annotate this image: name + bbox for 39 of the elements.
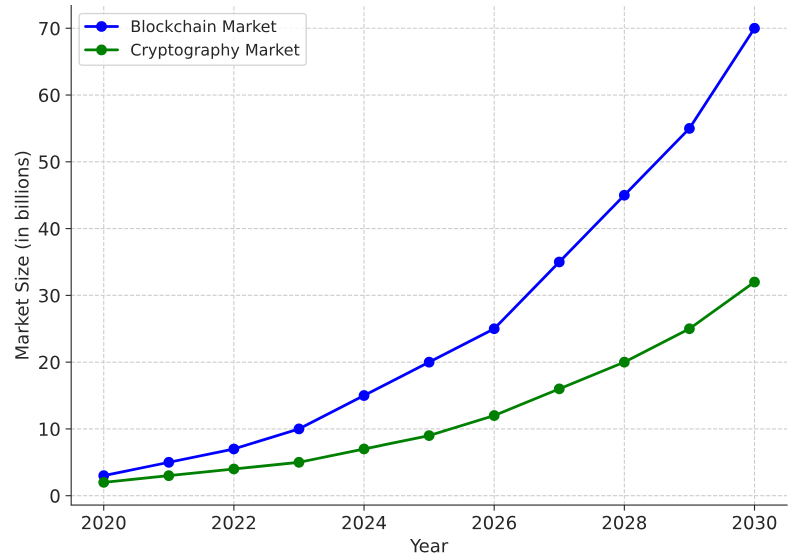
point	[424, 430, 434, 441]
x-tick-label: 2030	[732, 516, 776, 530]
x-axis-title: Year	[410, 539, 448, 552]
point	[488, 323, 500, 334]
point	[684, 123, 695, 134]
y-tick-label: 70	[39, 22, 60, 36]
x-tick-label: 2024	[342, 516, 386, 530]
x-tick-label: 2022	[212, 516, 256, 530]
y-tick-label: 40	[38, 222, 60, 236]
x-tick-label: 2026	[472, 516, 516, 530]
point	[358, 444, 370, 454]
y-tick-label: 10	[40, 422, 60, 436]
point	[358, 390, 370, 401]
y-tick-label: 50	[39, 155, 60, 169]
legend-label: Blockchain Market	[132, 20, 276, 32]
point	[424, 356, 434, 368]
point	[749, 276, 760, 288]
y-tick-label: 20	[39, 356, 60, 370]
point	[749, 22, 760, 34]
point	[618, 356, 630, 368]
legend-label: Cryptography Market	[131, 43, 300, 59]
point	[163, 470, 174, 482]
x-tick-label: 2020	[82, 516, 126, 530]
point	[294, 424, 304, 434]
point	[228, 464, 240, 474]
x-tick-label: 2028	[602, 516, 646, 530]
point	[98, 476, 110, 488]
point	[228, 444, 240, 454]
point	[684, 323, 695, 334]
point	[554, 256, 565, 268]
y-axis-title: Market Size (in billions)	[14, 152, 31, 359]
y-tick-label: 30	[39, 288, 60, 302]
point	[488, 410, 500, 421]
point	[554, 383, 565, 394]
point	[163, 456, 174, 468]
y-tick-label: 0	[50, 489, 60, 503]
y-tick-label: 60	[39, 88, 60, 102]
point	[294, 456, 304, 468]
point	[618, 190, 630, 201]
